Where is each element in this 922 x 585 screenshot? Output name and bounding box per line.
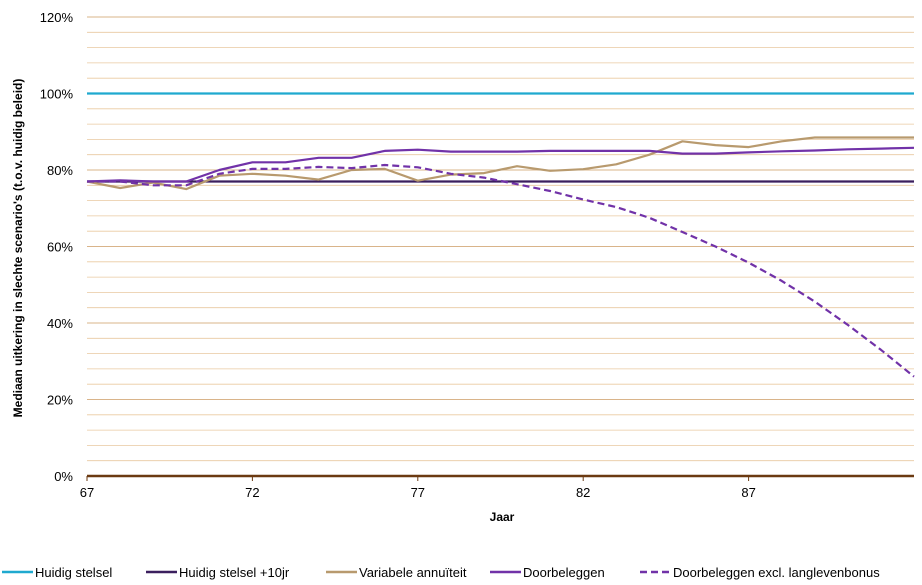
x-tick-label: 82 [576, 485, 590, 500]
series-line-variabele-annu-teit [86, 136, 914, 191]
x-tick-label: 77 [411, 485, 425, 500]
y-axis-title: Mediaan uitkering in slechte scenario's … [11, 79, 25, 418]
x-tick-label: 87 [741, 485, 755, 500]
y-tick-label: 120% [40, 10, 74, 25]
series-line-doorbeleggen [86, 146, 915, 183]
legend-label: Variabele annuïteit [359, 565, 467, 580]
x-axis-title: Jaar [490, 510, 515, 524]
legend: Huidig stelsel Huidig stelsel +10jr Variab… [2, 565, 880, 580]
tick-labels: 0% 20% 40% 60% 80% 100% 120% 67 72 77 82 87 [40, 10, 756, 500]
y-tick-label: 20% [47, 393, 73, 408]
y-tick-label: 40% [47, 316, 73, 331]
y-tick-label: 60% [47, 240, 73, 255]
legend-label: Doorbeleggen excl. langlevenbonus [673, 565, 880, 580]
x-tick-label: 72 [245, 485, 259, 500]
y-tick-label: 80% [47, 163, 73, 178]
x-tick-label: 67 [80, 485, 94, 500]
legend-label: Huidig stelsel [35, 565, 112, 580]
y-tick-label: 100% [40, 87, 74, 102]
y-tick-label: 0% [54, 469, 73, 484]
data-series [86, 92, 915, 378]
series-line-doorbeleggen-excl-langlevenbonus [87, 163, 915, 378]
legend-label: Huidig stelsel +10jr [179, 565, 290, 580]
gridlines [86, 16, 914, 481]
legend-label: Doorbeleggen [523, 565, 605, 580]
